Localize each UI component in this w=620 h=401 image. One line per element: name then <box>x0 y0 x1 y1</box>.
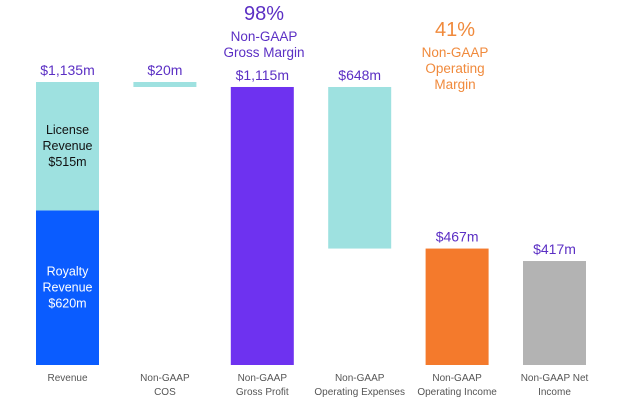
value-label: $1,135m <box>40 62 94 78</box>
category-label: Non-GAAP COS <box>140 373 190 398</box>
segment-label: License Revenue $515m <box>42 123 92 169</box>
margin-percent: 41% <box>435 19 475 41</box>
bar-segment <box>523 261 586 365</box>
bar-segment <box>230 86 294 365</box>
value-label: $20m <box>147 62 182 78</box>
margin-label: Non-GAAP Gross Margin <box>223 29 304 60</box>
bar-license-revenue <box>36 82 99 211</box>
category-label: Non-GAAP Net Income <box>521 373 589 398</box>
value-label: $648m <box>338 67 381 83</box>
margin-percent: 98% <box>244 3 284 25</box>
bar-royalty-revenue <box>36 210 99 365</box>
value-label: $1,115m <box>236 67 289 83</box>
bar-segment <box>328 86 392 249</box>
segment-label: Royalty Revenue $620m <box>42 265 92 311</box>
category-label: Non-GAAP Operating Income <box>417 373 497 398</box>
margin-label: Non-GAAP Operating Margin <box>422 45 489 92</box>
value-label: $467m <box>436 229 479 245</box>
value-label: $417m <box>533 241 576 257</box>
category-label: Revenue <box>47 373 87 384</box>
category-label: Non-GAAP Operating Expenses <box>314 373 405 398</box>
bar-segment <box>133 82 197 87</box>
bar-segment <box>425 248 489 365</box>
category-label: Non-GAAP Gross Profit <box>236 373 289 398</box>
